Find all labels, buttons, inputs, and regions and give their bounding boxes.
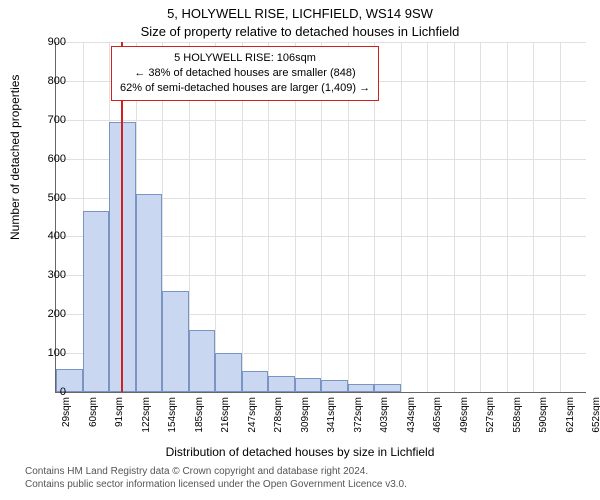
y-tick-label: 500: [26, 192, 66, 204]
footer-line1: Contains HM Land Registry data © Crown c…: [25, 465, 407, 478]
y-tick-label: 200: [26, 308, 66, 320]
x-tick-label: 403sqm: [379, 397, 390, 437]
annotation-line2: ← 38% of detached houses are smaller (84…: [120, 66, 370, 81]
x-tick-label: 341sqm: [326, 397, 337, 437]
annotation-box: 5 HOLYWELL RISE: 106sqm← 38% of detached…: [111, 46, 379, 101]
x-tick-label: 154sqm: [167, 397, 178, 437]
gridline-v: [427, 42, 428, 392]
x-tick-label: 247sqm: [247, 397, 258, 437]
histogram-bar: [189, 330, 216, 392]
plot-area: 5 HOLYWELL RISE: 106sqm← 38% of detached…: [55, 42, 586, 393]
histogram-bar: [268, 376, 295, 392]
x-tick-label: 558sqm: [512, 397, 523, 437]
x-tick-label: 60sqm: [88, 397, 99, 437]
x-axis-label: Distribution of detached houses by size …: [0, 445, 600, 459]
histogram-bar: [321, 380, 348, 392]
histogram-bar: [83, 211, 110, 392]
y-tick-label: 100: [26, 347, 66, 359]
x-tick-label: 29sqm: [61, 397, 72, 437]
y-tick-label: 700: [26, 114, 66, 126]
y-tick-label: 300: [26, 269, 66, 281]
gridline-v: [533, 42, 534, 392]
x-tick-label: 496sqm: [459, 397, 470, 437]
annotation-line1: 5 HOLYWELL RISE: 106sqm: [120, 51, 370, 66]
histogram-bar: [374, 384, 401, 392]
gridline-v: [507, 42, 508, 392]
x-tick-label: 465sqm: [432, 397, 443, 437]
annotation-line3: 62% of semi-detached houses are larger (…: [120, 81, 370, 96]
x-tick-label: 216sqm: [220, 397, 231, 437]
x-tick-label: 372sqm: [353, 397, 364, 437]
y-tick-label: 0: [26, 386, 66, 398]
x-tick-label: 278sqm: [273, 397, 284, 437]
gridline-v: [454, 42, 455, 392]
gridline-v: [480, 42, 481, 392]
gridline-v: [560, 42, 561, 392]
gridline-v: [401, 42, 402, 392]
x-tick-label: 590sqm: [538, 397, 549, 437]
x-tick-label: 91sqm: [114, 397, 125, 437]
y-tick-label: 600: [26, 153, 66, 165]
y-tick-label: 800: [26, 75, 66, 87]
histogram-bar: [136, 194, 163, 392]
footer-attribution: Contains HM Land Registry data © Crown c…: [25, 465, 407, 491]
x-tick-label: 621sqm: [565, 397, 576, 437]
histogram-bar: [242, 371, 269, 392]
x-tick-label: 122sqm: [141, 397, 152, 437]
x-tick-label: 652sqm: [591, 397, 600, 437]
x-tick-label: 185sqm: [194, 397, 205, 437]
footer-line2: Contains public sector information licen…: [25, 478, 407, 491]
x-tick-label: 434sqm: [406, 397, 417, 437]
histogram-bar: [162, 291, 189, 392]
y-tick-label: 900: [26, 36, 66, 48]
histogram-bar: [295, 378, 322, 392]
chart-title-subtitle: Size of property relative to detached ho…: [0, 24, 600, 39]
x-tick-label: 527sqm: [485, 397, 496, 437]
histogram-bar: [348, 384, 375, 392]
y-tick-label: 400: [26, 230, 66, 242]
chart-title-address: 5, HOLYWELL RISE, LICHFIELD, WS14 9SW: [0, 6, 600, 21]
histogram-bar: [215, 353, 242, 392]
x-tick-label: 309sqm: [300, 397, 311, 437]
y-axis-label: Number of detached properties: [8, 75, 22, 240]
